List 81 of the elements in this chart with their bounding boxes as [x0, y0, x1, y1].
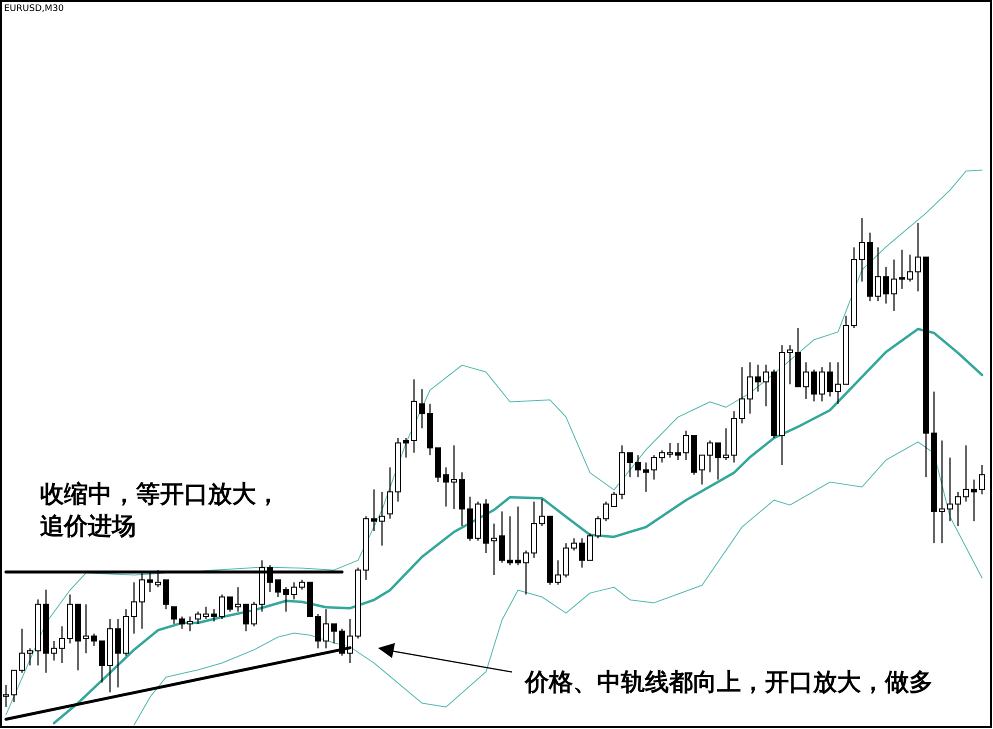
- candlestick: [203, 606, 209, 620]
- candlestick: [707, 440, 713, 473]
- candlestick: [611, 491, 617, 508]
- candlestick: [299, 579, 305, 590]
- candlestick: [827, 362, 833, 398]
- candlestick: [507, 516, 513, 566]
- candlestick: [539, 498, 545, 527]
- candlestick: [515, 506, 521, 566]
- candlestick: [787, 344, 793, 385]
- candlestick: [211, 608, 217, 622]
- candlestick: [451, 444, 457, 510]
- candlestick: [419, 388, 425, 429]
- chart-title: EURUSD,M30: [4, 4, 64, 14]
- candlestick: [387, 466, 393, 520]
- candlestick: [699, 454, 705, 486]
- candlestick: [187, 616, 193, 632]
- candlestick: [651, 454, 657, 480]
- candlestick: [227, 596, 233, 612]
- candlestick: [811, 368, 817, 402]
- annotation: 收缩中，等开口放大，追价进场: [40, 480, 280, 540]
- candlestick: [243, 604, 249, 632]
- candlestick: [739, 366, 745, 424]
- candlestick: [131, 582, 137, 634]
- candlestick: [723, 428, 729, 461]
- candlestick: [323, 608, 329, 649]
- candlestick: [443, 466, 449, 508]
- candlestick: [579, 538, 585, 568]
- candlestick: [3, 684, 9, 708]
- candlestick: [859, 217, 865, 282]
- candlestick: [819, 366, 825, 402]
- candlestick: [915, 222, 921, 292]
- candlestick: [19, 628, 25, 674]
- candlestick: [523, 550, 529, 596]
- candlestick: [371, 488, 377, 532]
- candlestick: [555, 560, 561, 586]
- candlestick: [171, 606, 177, 624]
- candlestick: [331, 623, 337, 644]
- candlestick: [379, 491, 385, 546]
- candlestick: [235, 586, 241, 612]
- candlestick: [955, 491, 961, 527]
- candlestick: [275, 579, 281, 598]
- candlestick: [971, 479, 977, 522]
- candlestick: [715, 442, 721, 480]
- candlestick: [939, 440, 945, 544]
- candlestick: [83, 604, 89, 654]
- candlestick: [675, 442, 681, 461]
- candlestick: [403, 437, 409, 458]
- candlestick: [219, 594, 225, 620]
- candlestick: [251, 601, 257, 627]
- candlestick: [291, 582, 297, 600]
- candlestick: [667, 442, 673, 458]
- candlestick: [947, 457, 953, 522]
- candlestick: [643, 462, 649, 492]
- candlestick: [891, 258, 897, 312]
- candlestick: [571, 538, 577, 552]
- candlestick: [603, 501, 609, 522]
- candlestick: [59, 626, 65, 664]
- candlestick: [51, 640, 57, 662]
- candlestick: [195, 611, 201, 624]
- candlestick: [763, 364, 769, 407]
- candlestick: [899, 249, 905, 290]
- candlestick: [747, 362, 753, 414]
- candlestick: [907, 254, 913, 282]
- candlestick: [91, 633, 97, 646]
- candlestick: [835, 362, 841, 404]
- candlestick: [883, 266, 889, 304]
- candlestick: [491, 523, 497, 576]
- candlestick: [755, 364, 761, 392]
- candlestick: [179, 616, 185, 630]
- candlestick: [27, 648, 33, 666]
- candlestick: [283, 586, 289, 612]
- candlestick: [875, 246, 881, 302]
- candlestick: [683, 430, 689, 461]
- candlestick: [595, 516, 601, 539]
- candlestick: [659, 450, 665, 464]
- candlestick: [963, 444, 969, 502]
- annotation: 价格、中轨线都向上，开口放大，做多: [524, 668, 933, 696]
- candlestick: [627, 452, 633, 478]
- candlestick: [635, 454, 641, 478]
- candlestick: [979, 464, 985, 495]
- candlestick: [803, 362, 809, 400]
